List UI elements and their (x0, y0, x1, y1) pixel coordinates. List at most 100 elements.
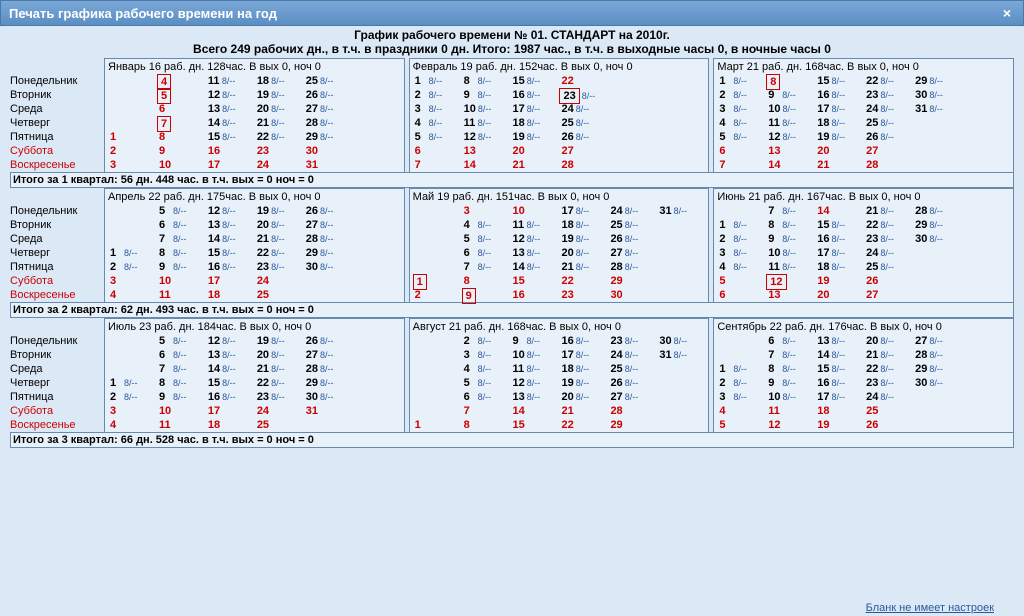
day-cell: 238/-- (864, 232, 912, 246)
day-cell: 238/-- (864, 376, 912, 390)
day-cell: 10 (511, 204, 559, 218)
day-cell (353, 288, 401, 302)
day-cell: 58/-- (462, 376, 510, 390)
day-cell: 29 (608, 274, 656, 288)
day-cell: 268/-- (304, 334, 352, 348)
day-cell: 128/-- (206, 334, 254, 348)
day-cell (108, 102, 156, 116)
day-cell (657, 376, 705, 390)
day-cell: 17 (206, 158, 254, 172)
day-cell: 8 (157, 130, 205, 144)
day-cell: 98/-- (766, 232, 814, 246)
day-cell: 118/-- (462, 116, 510, 130)
day-cell (353, 130, 401, 144)
day-cell: 158/-- (206, 130, 254, 144)
day-cell: 228/-- (864, 218, 912, 232)
day-cell: 88/-- (766, 218, 814, 232)
day-cell (913, 158, 961, 172)
day-cell (608, 158, 656, 172)
day-cell: 238/-- (864, 88, 912, 102)
day-cell: 118/-- (766, 116, 814, 130)
day-cell: 258/-- (864, 116, 912, 130)
day-cell (913, 274, 961, 288)
day-cell: 138/-- (815, 334, 863, 348)
day-cell: 38/-- (462, 348, 510, 362)
content-scroll[interactable]: График рабочего времени № 01. СТАНДАРТ н… (0, 26, 1024, 596)
day-cell: 128/-- (511, 376, 559, 390)
day-cell: 258/-- (608, 218, 656, 232)
day-cell (108, 74, 156, 88)
day-cell: 28/-- (108, 390, 156, 404)
day-cell: 158/-- (206, 376, 254, 390)
day-cell: 198/-- (559, 232, 607, 246)
day-cell: 68/-- (462, 246, 510, 260)
day-cell (108, 362, 156, 376)
month-header: Март 21 раб. дн. 168час. В вых 0, ноч 0 (717, 60, 1010, 74)
day-cell: 248/-- (608, 204, 656, 218)
day-cell: 248/-- (864, 246, 912, 260)
day-cell: 28 (559, 158, 607, 172)
day-cell: 318/-- (913, 102, 961, 116)
day-cell (657, 362, 705, 376)
day-cell (413, 218, 461, 232)
day-cell (304, 274, 352, 288)
day-cell: 278/-- (608, 390, 656, 404)
day-cell: 138/-- (206, 348, 254, 362)
day-cell (353, 158, 401, 172)
day-cell: 1 (413, 418, 461, 432)
day-cell: 298/-- (304, 130, 352, 144)
day-cell (657, 288, 705, 302)
day-cell: 248/-- (864, 102, 912, 116)
day-cell: 21 (511, 158, 559, 172)
day-cell (353, 74, 401, 88)
day-cell: 208/-- (559, 390, 607, 404)
day-cell: 108/-- (511, 348, 559, 362)
day-cell (353, 232, 401, 246)
month-header: Февраль 19 раб. дн. 152час. В вых 0, ноч… (413, 60, 706, 74)
weekday-labels: ПонедельникВторникСредаЧетвергПятницаСуб… (10, 318, 100, 433)
day-cell: 7 (157, 116, 205, 130)
day-cell: 128/-- (206, 204, 254, 218)
day-cell: 31 (304, 404, 352, 418)
month-box: Май 19 раб. дн. 151час. В вых 0, ноч 012… (409, 188, 710, 303)
day-cell: 1 (413, 274, 461, 288)
day-cell: 14 (766, 158, 814, 172)
day-cell: 78/-- (462, 260, 510, 274)
day-cell: 11 (766, 404, 814, 418)
day-cell: 88/-- (157, 376, 205, 390)
blank-settings-link[interactable]: Бланк не имеет настроек (866, 602, 994, 614)
day-cell: 198/-- (815, 130, 863, 144)
day-cell: 208/-- (255, 102, 303, 116)
day-cell: 288/-- (608, 260, 656, 274)
day-cell (657, 274, 705, 288)
day-cell: 138/-- (206, 218, 254, 232)
day-cell (717, 204, 765, 218)
month-days: 18/--28/--3458/--68/--78/--88/--98/--101… (108, 204, 401, 302)
day-cell: 22 (559, 418, 607, 432)
day-cell: 228/-- (864, 74, 912, 88)
day-cell: 24 (255, 158, 303, 172)
weekday-label: Суббота (10, 144, 100, 158)
weekday-label: Понедельник (10, 334, 100, 348)
day-cell: 58/-- (717, 130, 765, 144)
day-cell: 178/-- (815, 246, 863, 260)
day-cell (962, 260, 1010, 274)
close-icon[interactable]: × (999, 5, 1015, 21)
day-cell: 98/-- (157, 260, 205, 274)
day-cell (413, 376, 461, 390)
day-cell: 108/-- (766, 246, 814, 260)
month-box: Апрель 22 раб. дн. 175час. В вых 0, ноч … (104, 188, 405, 303)
month-header: Июнь 21 раб. дн. 167час. В вых 0, ноч 0 (717, 190, 1010, 204)
quarter-total: Итого за 3 квартал: 66 дн. 528 час. в т.… (10, 432, 1014, 448)
day-cell (657, 232, 705, 246)
day-cell: 20 (511, 144, 559, 158)
day-cell: 3 (462, 204, 510, 218)
day-cell: 118/-- (511, 218, 559, 232)
day-cell: 68/-- (157, 348, 205, 362)
day-cell: 28/-- (717, 232, 765, 246)
day-cell: 4 (717, 404, 765, 418)
day-cell: 148/-- (206, 116, 254, 130)
day-cell: 30 (304, 144, 352, 158)
day-cell: 88/-- (766, 362, 814, 376)
day-cell: 128/-- (206, 88, 254, 102)
